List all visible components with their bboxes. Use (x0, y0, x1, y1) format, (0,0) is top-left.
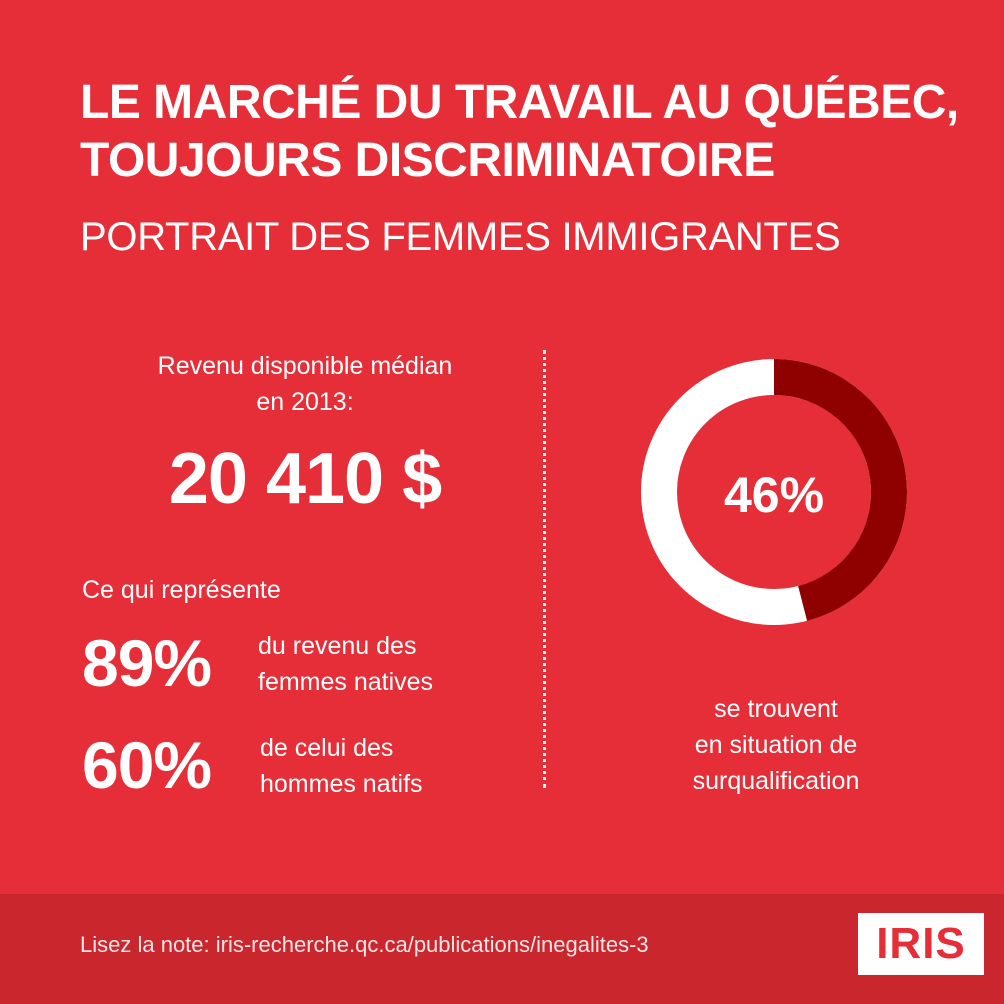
page-title: LE MARCHÉ DU TRAVAIL AU QUÉBEC, TOUJOURS… (80, 74, 960, 190)
stat-value-native-women: 89% (82, 626, 212, 700)
stat-text-line-2: femmes natives (258, 668, 434, 696)
page-subtitle: PORTRAIT DES FEMMES IMMIGRANTES (80, 215, 841, 259)
median-income-label-line-2: en 2013: (256, 388, 354, 416)
median-income-label: Revenu disponible médian en 2013: (100, 348, 510, 420)
footer-note: Lisez la note: iris-recherche.qc.ca/publ… (80, 932, 649, 957)
stat-value-native-men: 60% (82, 728, 212, 802)
dotted-divider (543, 350, 546, 788)
stat-text-native-women: du revenu des femmes natives (258, 628, 433, 700)
stat-text-line-1: du revenu des (258, 632, 417, 660)
page-title-line-1: LE MARCHÉ DU TRAVAIL AU QUÉBEC, (80, 76, 959, 129)
iris-logo: IRIS (858, 913, 984, 975)
caption-line-3: surqualification (692, 767, 860, 795)
overqualification-percent: 46% (723, 467, 825, 523)
overqualification-donut (641, 359, 907, 625)
overqualification-caption: se trouvent en situation de surqualifica… (640, 691, 912, 799)
footer-bar: Lisez la note: iris-recherche.qc.ca/publ… (0, 894, 1004, 1004)
caption-line-1: se trouvent (714, 695, 838, 723)
caption-line-2: en situation de (694, 731, 858, 759)
page-title-line-2: TOUJOURS DISCRIMINATOIRE (80, 134, 775, 187)
income-panel: Revenu disponible médian en 2013: 20 410… (0, 0, 540, 900)
median-income-value: 20 410 $ (168, 439, 442, 519)
median-income-label-line-1: Revenu disponible médian (157, 352, 453, 380)
stat-text-native-men: de celui des hommes natifs (260, 730, 423, 802)
donut-filled-arc (773, 359, 907, 621)
stat-text-line-2: hommes natifs (260, 770, 423, 798)
represents-label: Ce qui représente (82, 576, 281, 604)
stat-text-line-1: de celui des (260, 734, 394, 762)
